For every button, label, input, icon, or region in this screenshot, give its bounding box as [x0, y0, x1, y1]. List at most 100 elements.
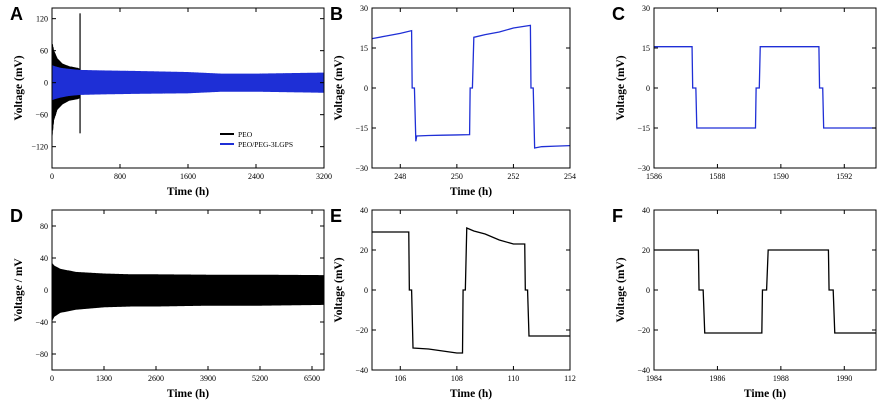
plot-frame — [653, 7, 877, 169]
panel-a: 0 800 1600 2400 3200 −120 −60 0 60 120 Time (h) Vol… — [10, 4, 332, 198]
y-tick-label: −40 — [355, 366, 368, 375]
plot-area — [654, 249, 876, 334]
x-tick-label: 248 — [394, 172, 406, 181]
panel-b: 248 250 252 254 −30 −15 0 15 30 Time (h) Voltage (… — [330, 4, 576, 198]
y-tick-label: 15 — [360, 44, 368, 53]
ticks: 1586 1588 1590 1592 −30 −15 0 15 30 — [637, 4, 876, 181]
plot-frame — [371, 209, 571, 371]
x-tick-label: 1590 — [773, 172, 789, 181]
series-1-line — [372, 227, 570, 354]
y-tick-label: 40 — [642, 206, 650, 215]
y-tick-label: 0 — [44, 79, 48, 88]
y-tick-label: 80 — [40, 222, 48, 231]
y-tick-label: 120 — [36, 15, 48, 24]
x-axis-label: Time (h) — [450, 388, 492, 400]
x-tick-label: 106 — [394, 374, 406, 383]
plot-area — [52, 13, 324, 137]
y-axis-label: Voltage (mV) — [333, 257, 345, 322]
x-tick-label: 1986 — [709, 374, 725, 383]
y-tick-label: 40 — [360, 206, 368, 215]
panel-d: 0 1300 2600 3900 5200 6500 −80 −40 0 40 80 Time (h)… — [10, 206, 325, 400]
y-axis-label: Voltage (mV) — [333, 55, 345, 120]
y-tick-label: 0 — [364, 286, 368, 295]
y-tick-label: −80 — [35, 350, 48, 359]
x-tick-label: 1300 — [96, 374, 112, 383]
panel-letter: E — [330, 206, 342, 226]
x-tick-label: 1592 — [836, 172, 852, 181]
ticks: 1984 1986 1988 1990 −40 −20 0 20 40 — [637, 206, 876, 383]
y-tick-label: −40 — [637, 366, 650, 375]
x-tick-label: 2600 — [148, 374, 164, 383]
panel-c: 1586 1588 1590 1592 −30 −15 0 15 30 Voltage (mV) C — [612, 4, 877, 181]
y-tick-label: 0 — [44, 286, 48, 295]
x-axis-label: Time (h) — [744, 388, 786, 400]
y-axis-label: Voltage (mV) — [615, 257, 627, 322]
y-tick-label: 20 — [642, 246, 650, 255]
y-tick-label: −30 — [355, 164, 368, 173]
y-tick-label: −15 — [355, 124, 368, 133]
plot-area — [372, 227, 570, 354]
x-axis-label: Time (h) — [167, 186, 209, 198]
x-tick-label: 1990 — [836, 374, 852, 383]
x-tick-label: 250 — [451, 172, 463, 181]
ticks: 0 1300 2600 3900 5200 6500 −80 −40 0 40 80 — [35, 210, 324, 383]
x-tick-label: 2400 — [248, 172, 264, 181]
x-tick-label: 3200 — [316, 172, 332, 181]
x-axis-label: Time (h) — [167, 388, 209, 400]
x-tick-label: 254 — [564, 172, 576, 181]
x-tick-label: 112 — [564, 374, 576, 383]
y-tick-label: 30 — [642, 4, 650, 13]
panel-letter: C — [612, 4, 625, 24]
x-tick-label: 6500 — [304, 374, 320, 383]
x-tick-label: 800 — [114, 172, 126, 181]
x-tick-label: 1588 — [709, 172, 725, 181]
x-tick-label: 1988 — [773, 374, 789, 383]
y-tick-label: 40 — [40, 254, 48, 263]
x-tick-label: 5200 — [252, 374, 268, 383]
panel-f: 1984 1986 1988 1990 −40 −20 0 20 40 Time (h) Volta… — [612, 206, 877, 400]
plot-area — [372, 24, 570, 149]
y-tick-label: −60 — [35, 111, 48, 120]
y-tick-label: 0 — [646, 286, 650, 295]
x-tick-label: 3900 — [200, 374, 216, 383]
series-2-band — [52, 65, 324, 100]
y-tick-label: 30 — [360, 4, 368, 13]
y-tick-label: 0 — [646, 84, 650, 93]
y-tick-label: −15 — [637, 124, 650, 133]
x-tick-label: 1984 — [646, 374, 662, 383]
x-tick-label: 252 — [507, 172, 519, 181]
y-tick-label: 0 — [364, 84, 368, 93]
legend-label: PEO/PEG-3LGPS — [238, 140, 293, 149]
x-tick-label: 1600 — [180, 172, 196, 181]
panel-letter: A — [10, 4, 23, 24]
y-tick-label: −40 — [35, 318, 48, 327]
ticks: 106 108 110 112 −40 −20 0 20 40 — [355, 206, 575, 383]
x-tick-label: 0 — [50, 374, 54, 383]
legend-label: PEO — [238, 130, 253, 139]
panel-letter: F — [612, 206, 623, 226]
x-tick-label: 108 — [451, 374, 463, 383]
ticks: 248 250 252 254 −30 −15 0 15 30 — [355, 4, 576, 181]
panel-letter: D — [10, 206, 23, 226]
series-1-line — [654, 249, 876, 334]
y-axis-label: Voltage (mV) — [13, 55, 25, 120]
y-tick-label: −20 — [637, 326, 650, 335]
ticks: 0 800 1600 2400 3200 −120 −60 0 60 120 — [31, 8, 332, 181]
series-1-line — [654, 46, 876, 129]
y-tick-label: 15 — [642, 44, 650, 53]
y-axis-label: Voltage (mV) — [615, 55, 627, 120]
y-tick-label: −20 — [355, 326, 368, 335]
x-axis-label: Time (h) — [450, 186, 492, 198]
y-tick-label: 60 — [40, 47, 48, 56]
x-tick-label: 110 — [508, 374, 520, 383]
panel-e: 106 108 110 112 −40 −20 0 20 40 Time (h) Voltage (… — [330, 206, 576, 400]
y-tick-label: 20 — [360, 246, 368, 255]
series-1-band — [52, 263, 324, 321]
y-tick-label: −30 — [637, 164, 650, 173]
y-tick-label: −120 — [31, 143, 48, 152]
panel-letter: B — [330, 4, 343, 24]
plot-area — [52, 262, 324, 321]
y-axis-label: Voltage / mV — [13, 258, 25, 322]
x-tick-label: 1586 — [646, 172, 662, 181]
